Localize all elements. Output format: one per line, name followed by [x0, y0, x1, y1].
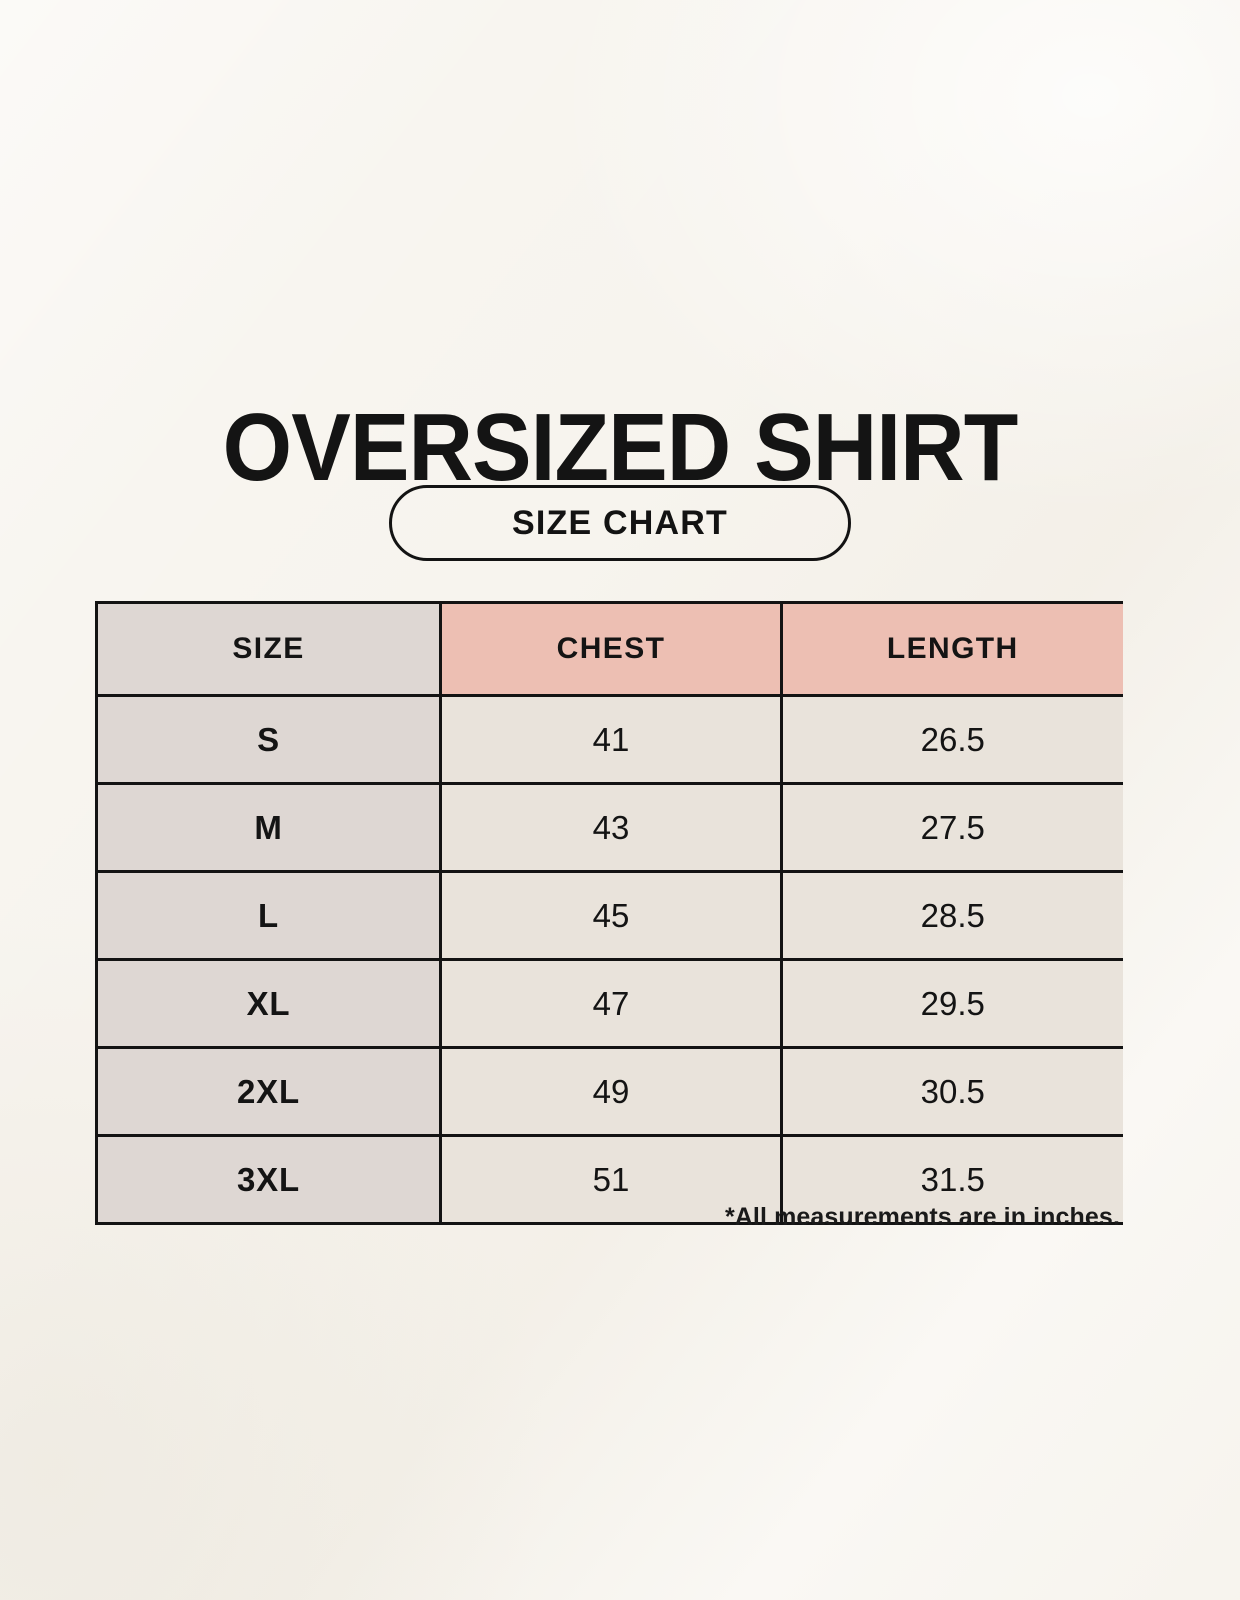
badge-container: SIZE CHART [0, 485, 1240, 561]
cell-length: 30.5 [780, 1046, 1123, 1137]
cell-chest: 41 [439, 694, 783, 785]
cell-size: S [95, 694, 442, 785]
table-row: S 41 26.5 [95, 694, 1123, 785]
cell-size: XL [95, 958, 442, 1049]
cell-chest: 43 [439, 782, 783, 873]
size-chart-badge: SIZE CHART [389, 485, 851, 561]
cell-length: 29.5 [780, 958, 1123, 1049]
cell-length: 27.5 [780, 782, 1123, 873]
cell-length: 31.5 [780, 1134, 1123, 1225]
column-header-chest: CHEST [439, 601, 783, 697]
table-row: 3XL 51 31.5 [95, 1134, 1123, 1225]
size-chart-badge-label: SIZE CHART [512, 503, 728, 542]
table-header: SIZE CHEST LENGTH [95, 601, 1123, 697]
size-chart-table: SIZE CHEST LENGTH S 41 26.5 M 43 27.5 L … [95, 601, 1123, 1225]
page-title: OVERSIZED SHIRT [222, 394, 1019, 502]
table-header-row: SIZE CHEST LENGTH [95, 601, 1123, 697]
measurement-footnote: *All measurements are in inches. [724, 1203, 1120, 1231]
cell-size: 2XL [95, 1046, 442, 1137]
column-header-size: SIZE [95, 601, 442, 697]
table-body: S 41 26.5 M 43 27.5 L 45 28.5 XL 47 29.5… [95, 694, 1123, 1225]
table-row: L 45 28.5 [95, 870, 1123, 961]
column-header-length: LENGTH [780, 601, 1123, 697]
cell-chest: 47 [439, 958, 783, 1049]
cell-length: 28.5 [780, 870, 1123, 961]
table-row: XL 47 29.5 [95, 958, 1123, 1049]
table-row: 2XL 49 30.5 [95, 1046, 1123, 1137]
cell-size: M [95, 782, 442, 873]
cell-size: L [95, 870, 442, 961]
table-row: M 43 27.5 [95, 782, 1123, 873]
cell-chest: 49 [439, 1046, 783, 1137]
cell-chest: 51 [439, 1134, 783, 1225]
cell-chest: 45 [439, 870, 783, 961]
cell-size: 3XL [95, 1134, 442, 1225]
cell-length: 26.5 [780, 694, 1123, 785]
